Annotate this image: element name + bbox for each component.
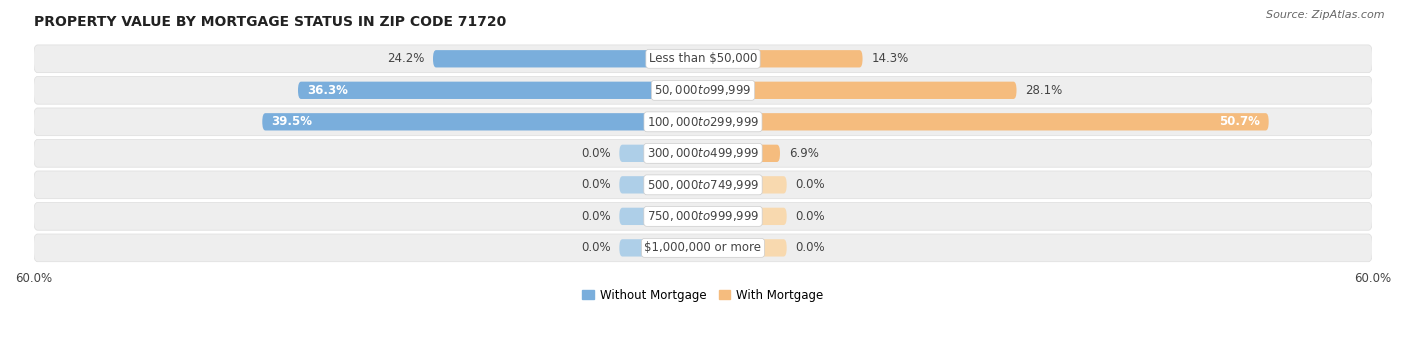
- Text: $1,000,000 or more: $1,000,000 or more: [644, 241, 762, 254]
- FancyBboxPatch shape: [703, 50, 862, 67]
- FancyBboxPatch shape: [34, 45, 1372, 73]
- Text: 0.0%: 0.0%: [581, 210, 610, 223]
- Text: 36.3%: 36.3%: [307, 84, 347, 97]
- FancyBboxPatch shape: [703, 113, 1268, 131]
- FancyBboxPatch shape: [619, 239, 703, 257]
- Text: 24.2%: 24.2%: [387, 52, 425, 65]
- FancyBboxPatch shape: [263, 113, 703, 131]
- FancyBboxPatch shape: [703, 144, 780, 162]
- Text: 39.5%: 39.5%: [271, 115, 312, 128]
- Legend: Without Mortgage, With Mortgage: Without Mortgage, With Mortgage: [582, 289, 824, 302]
- FancyBboxPatch shape: [703, 208, 787, 225]
- FancyBboxPatch shape: [34, 76, 1372, 104]
- Text: $100,000 to $299,999: $100,000 to $299,999: [647, 115, 759, 129]
- Text: Less than $50,000: Less than $50,000: [648, 52, 758, 65]
- FancyBboxPatch shape: [34, 139, 1372, 167]
- FancyBboxPatch shape: [619, 176, 703, 193]
- FancyBboxPatch shape: [619, 144, 703, 162]
- Text: $750,000 to $999,999: $750,000 to $999,999: [647, 209, 759, 223]
- Text: $500,000 to $749,999: $500,000 to $749,999: [647, 178, 759, 192]
- Text: 28.1%: 28.1%: [1025, 84, 1063, 97]
- Text: 0.0%: 0.0%: [581, 147, 610, 160]
- Text: 6.9%: 6.9%: [789, 147, 818, 160]
- FancyBboxPatch shape: [619, 208, 703, 225]
- Text: 0.0%: 0.0%: [796, 178, 825, 191]
- Text: $300,000 to $499,999: $300,000 to $499,999: [647, 146, 759, 160]
- Text: $50,000 to $99,999: $50,000 to $99,999: [654, 83, 752, 97]
- FancyBboxPatch shape: [34, 171, 1372, 199]
- Text: 50.7%: 50.7%: [1219, 115, 1260, 128]
- FancyBboxPatch shape: [703, 82, 1017, 99]
- Text: 0.0%: 0.0%: [581, 241, 610, 254]
- Text: PROPERTY VALUE BY MORTGAGE STATUS IN ZIP CODE 71720: PROPERTY VALUE BY MORTGAGE STATUS IN ZIP…: [34, 15, 506, 29]
- Text: 0.0%: 0.0%: [796, 241, 825, 254]
- Text: Source: ZipAtlas.com: Source: ZipAtlas.com: [1267, 10, 1385, 20]
- FancyBboxPatch shape: [34, 234, 1372, 262]
- FancyBboxPatch shape: [34, 108, 1372, 136]
- FancyBboxPatch shape: [34, 203, 1372, 230]
- Text: 14.3%: 14.3%: [872, 52, 908, 65]
- FancyBboxPatch shape: [433, 50, 703, 67]
- Text: 0.0%: 0.0%: [581, 178, 610, 191]
- FancyBboxPatch shape: [298, 82, 703, 99]
- FancyBboxPatch shape: [703, 176, 787, 193]
- FancyBboxPatch shape: [703, 239, 787, 257]
- Text: 0.0%: 0.0%: [796, 210, 825, 223]
